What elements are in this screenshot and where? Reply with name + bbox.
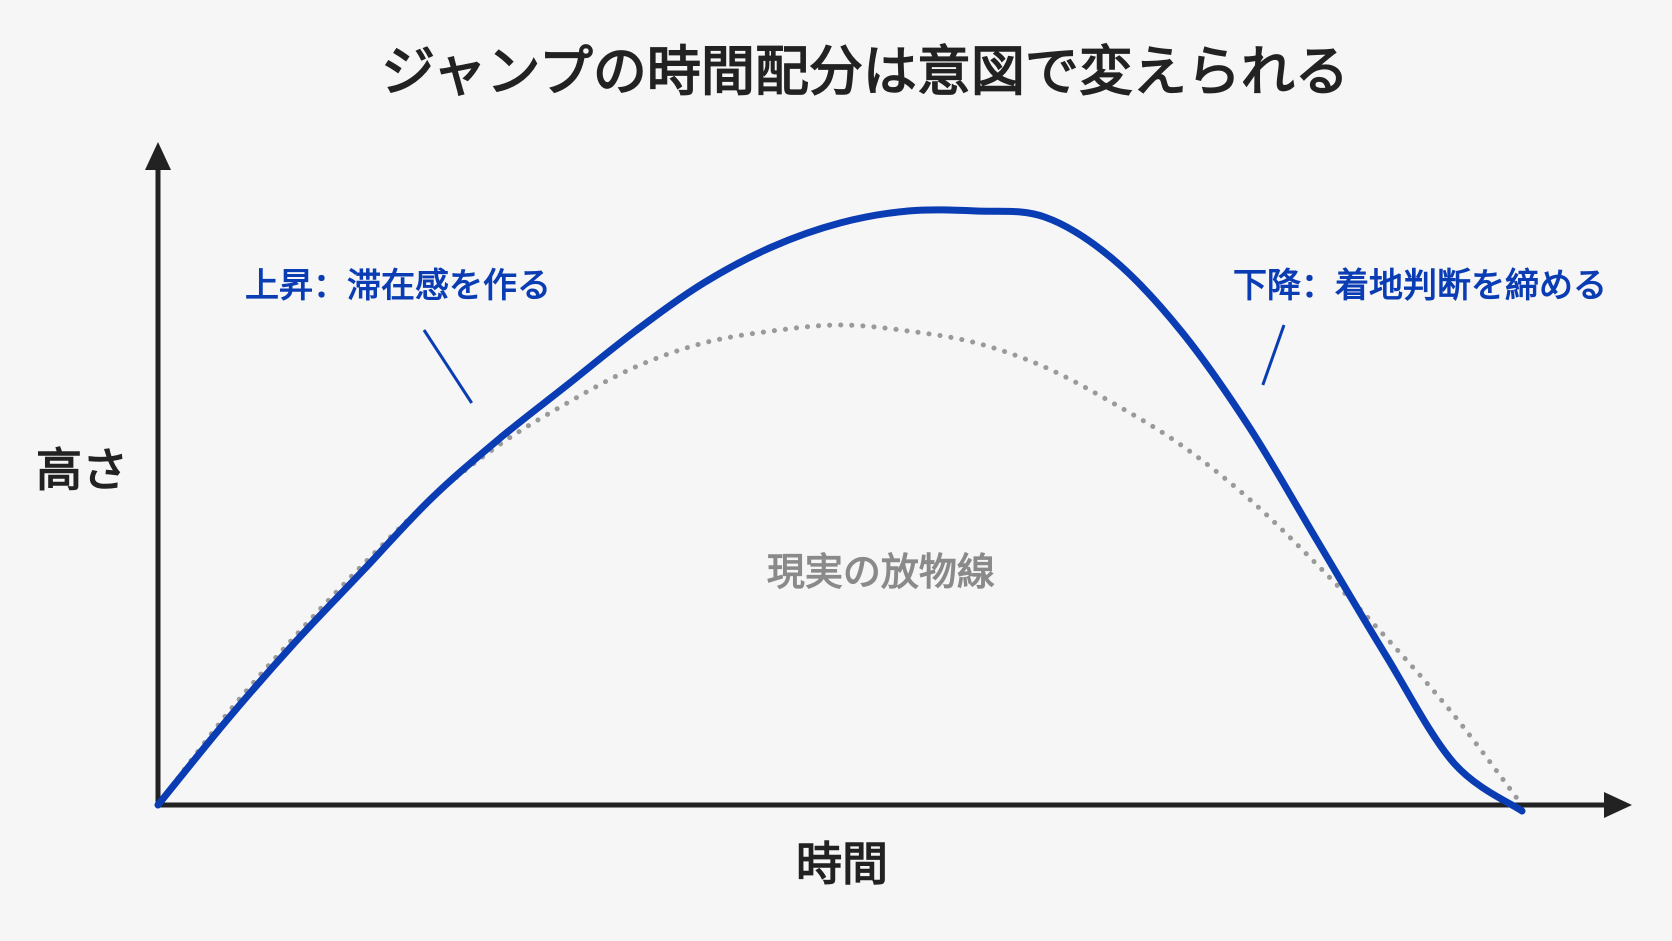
x-axis-arrow	[1604, 792, 1632, 818]
y-axis-label: 高さ	[36, 443, 128, 497]
annotation-leader-line-2	[1261, 324, 1286, 386]
series-label-realistic-parabola: 現実の放物線	[767, 550, 995, 594]
chart-title: ジャンプの時間配分は意図で変えられる	[381, 40, 1349, 103]
annotation-label-1: 上昇：滞在感を作る	[245, 266, 551, 306]
y-axis-arrow	[145, 142, 171, 170]
series-line-realistic-parabola	[155, 322, 1525, 808]
series-layer	[154, 206, 1526, 815]
series-line-intended-jump	[154, 206, 1526, 815]
annotation-leader-line-1	[422, 329, 473, 404]
x-axis-label: 時間	[796, 837, 888, 891]
axes	[145, 142, 1632, 818]
annotation-label-2: 下降：着地判断を締める	[1233, 266, 1607, 306]
